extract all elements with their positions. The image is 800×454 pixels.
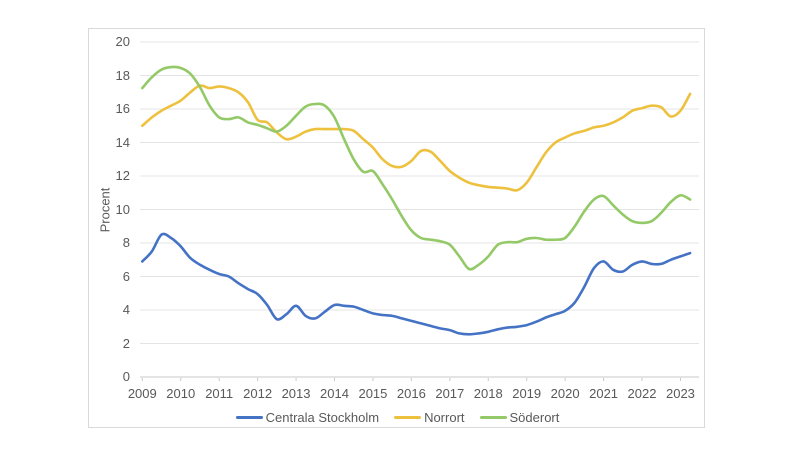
legend-swatch-centrala-stockholm	[235, 415, 263, 419]
y-axis-tick-label: 18	[115, 67, 130, 83]
legend-item-centrala-stockholm: Centrala Stockholm	[235, 409, 380, 425]
y-axis-tick-label: 6	[122, 268, 130, 284]
y-axis-tick-label: 0	[122, 369, 130, 384]
legend-swatch-s-derort	[479, 415, 507, 419]
y-axis-tick-label: 8	[122, 235, 130, 250]
series-line-centrala-stockholm	[141, 232, 692, 336]
y-axis-tick-label: 12	[115, 168, 130, 183]
x-axis-tick-label: 2020	[550, 386, 580, 401]
x-axis-tick-label: 2023	[665, 386, 695, 401]
legend-item-norrort: Norrort	[394, 409, 465, 425]
x-axis-tick-label: 2010	[166, 386, 196, 401]
y-axis-tick-label: 20	[115, 34, 130, 49]
x-axis-tick-label: 2015	[358, 386, 388, 401]
x-axis-tick-label: 2011	[205, 386, 234, 401]
x-axis-tick-label: 2016	[396, 386, 426, 401]
x-axis-tick-label: 2019	[512, 386, 542, 401]
legend: Centrala Stockholm Norrort Söderort	[89, 407, 706, 427]
chart-panel	[88, 28, 705, 428]
y-axis-tick-label: 10	[115, 201, 130, 217]
x-axis-tick-label: 2013	[281, 386, 311, 401]
y-axis-title: Procent	[97, 187, 113, 233]
y-axis-tick-label: 16	[115, 101, 130, 116]
x-axis-tick-label: 2018	[473, 386, 503, 401]
legend-swatch-norrort	[394, 415, 422, 419]
y-axis-tick-label: 4	[122, 302, 130, 317]
x-axis-tick-label: 2021	[589, 386, 619, 401]
y-axis-tick-label: 14	[115, 134, 130, 150]
x-axis-tick-label: 2022	[627, 386, 657, 401]
x-axis-tick-label: 2012	[243, 386, 273, 401]
series-line-norrort	[141, 84, 692, 192]
series-line-s-derort	[141, 65, 692, 271]
legend-item-s-derort: Söderort	[479, 409, 560, 425]
legend-label: Norrort	[424, 409, 465, 425]
x-axis-tick-label: 2014	[320, 386, 349, 401]
y-axis-tick-label: 2	[122, 335, 130, 351]
legend-label: Centrala Stockholm	[265, 409, 380, 425]
x-axis-tick-label: 2009	[127, 386, 157, 401]
x-axis-tick-label: 2017	[435, 386, 465, 401]
legend-label: Söderort	[509, 409, 560, 425]
